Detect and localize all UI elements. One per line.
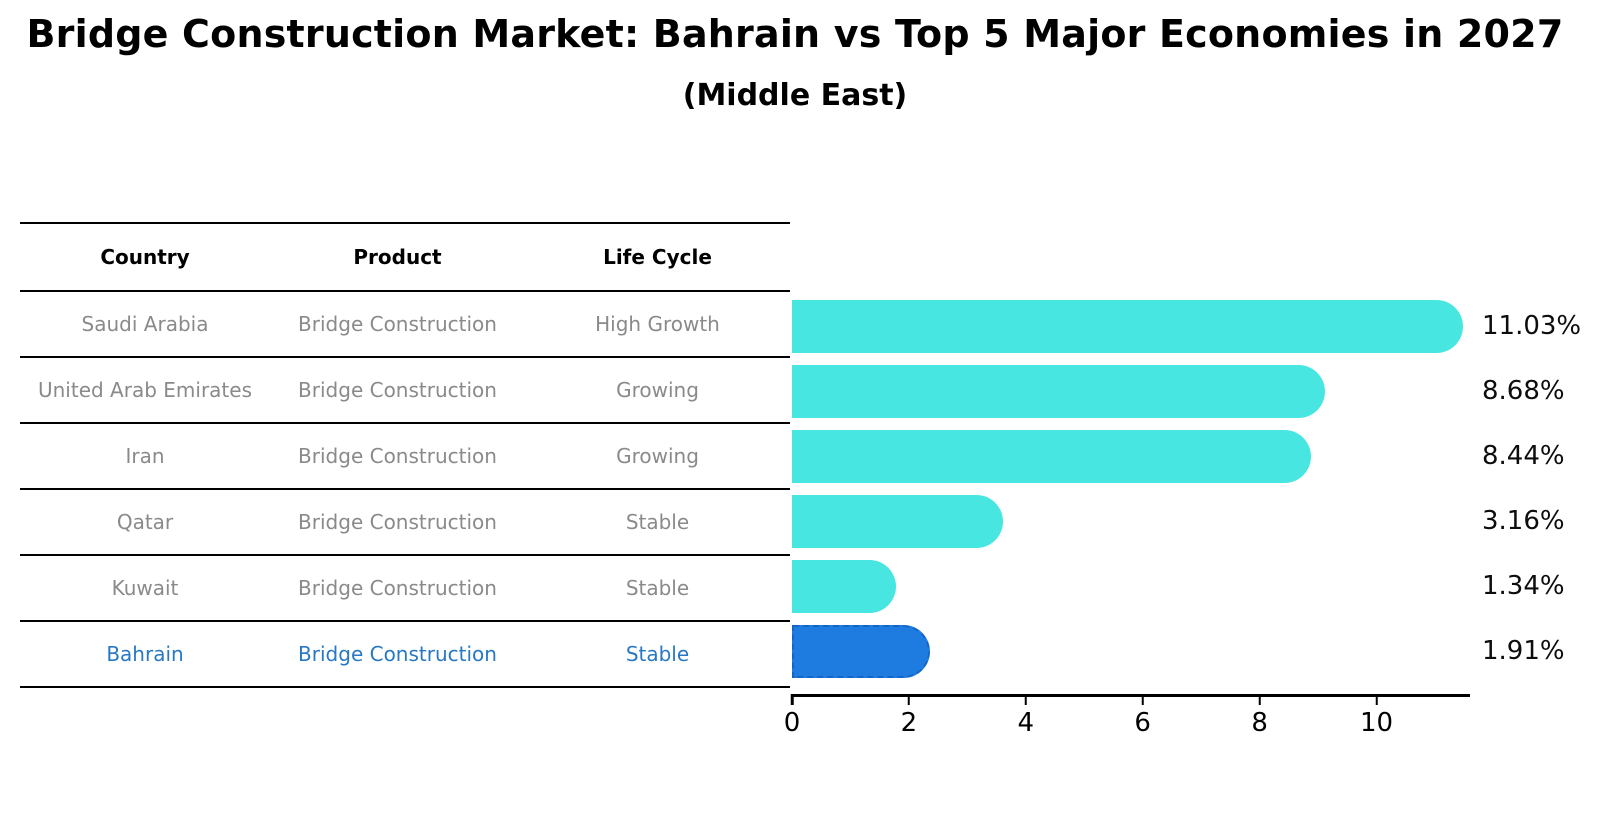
- country-cell: Bahrain: [106, 642, 184, 666]
- x-axis-tick-label: 10: [1359, 708, 1394, 738]
- chart-subtitle: (Middle East): [682, 78, 908, 113]
- table-row-united-arab-emirates: United Arab Emirates Bridge Construction…: [20, 358, 790, 424]
- column-header-product: Product: [353, 245, 442, 269]
- product-cell: Bridge Construction: [298, 510, 497, 534]
- product-cell: Bridge Construction: [298, 378, 497, 402]
- x-axis-tick-label: 4: [1017, 708, 1035, 738]
- bar-kuwait: [792, 560, 897, 613]
- x-axis-tick: [1375, 694, 1378, 705]
- column-header-country: Country: [100, 245, 190, 269]
- product-cell: Bridge Construction: [298, 576, 497, 600]
- bar-saudi-arabia: [792, 300, 1463, 353]
- value-label-kuwait: 1.34%: [1482, 571, 1565, 601]
- lifecycle-cell: Stable: [625, 642, 690, 666]
- x-axis-tick: [1141, 694, 1144, 705]
- x-axis-tick: [907, 694, 911, 705]
- bar-united-arab-emirates: [792, 365, 1326, 418]
- x-axis-tick: [790, 694, 794, 705]
- lifecycle-cell: Growing: [616, 378, 699, 402]
- lifecycle-cell: Stable: [625, 576, 690, 600]
- product-cell: Bridge Construction: [298, 444, 497, 468]
- x-axis-line: [792, 694, 1470, 697]
- value-label-qatar: 3.16%: [1482, 506, 1565, 536]
- table-row-iran: Iran Bridge Construction Growing: [20, 424, 790, 490]
- x-axis-tick-label: 6: [1134, 708, 1151, 738]
- country-cell: Kuwait: [111, 576, 179, 600]
- table-header-row: Country Product Life Cycle: [20, 224, 790, 292]
- x-axis-tick-label: 8: [1251, 708, 1268, 738]
- bar-bahrain: [792, 625, 930, 678]
- bar-chart: 0 2 4 6 8 10 11.03% 8.68% 8.44% 3.16% 1.…: [784, 0, 1605, 823]
- lifecycle-cell: Growing: [616, 444, 699, 468]
- country-cell: Iran: [125, 444, 165, 468]
- value-label-bahrain: 1.91%: [1482, 636, 1565, 666]
- x-axis-tick: [1024, 694, 1028, 705]
- product-cell: Bridge Construction: [298, 642, 497, 666]
- table-row-kuwait: Kuwait Bridge Construction Stable: [20, 556, 790, 622]
- table-row-saudi-arabia: Saudi Arabia Bridge Construction High Gr…: [20, 292, 790, 358]
- product-cell: Bridge Construction: [298, 312, 497, 336]
- value-label-saudi-arabia: 11.03%: [1482, 311, 1582, 341]
- lifecycle-cell: Stable: [625, 510, 690, 534]
- bar-qatar: [792, 495, 1003, 548]
- bar-iran: [792, 430, 1312, 483]
- value-label-united-arab-emirates: 8.68%: [1482, 376, 1565, 406]
- x-axis-tick-label: 2: [900, 708, 918, 738]
- country-cell: Qatar: [116, 510, 174, 534]
- country-cell: Saudi Arabia: [81, 312, 209, 336]
- value-label-iran: 8.44%: [1482, 441, 1565, 471]
- chart-title: Bridge Construction Market: Bahrain vs T…: [26, 12, 1564, 56]
- country-cell: United Arab Emirates: [37, 378, 252, 402]
- lifecycle-cell: High Growth: [595, 312, 720, 336]
- country-table: Country Product Life Cycle Saudi Arabia …: [20, 222, 790, 688]
- x-axis-tick: [1258, 694, 1261, 705]
- table-row-qatar: Qatar Bridge Construction Stable: [20, 490, 790, 556]
- column-header-lifecycle: Life Cycle: [603, 245, 712, 269]
- table-row-bahrain: Bahrain Bridge Construction Stable: [20, 622, 790, 688]
- x-axis-tick-label: 0: [783, 708, 801, 738]
